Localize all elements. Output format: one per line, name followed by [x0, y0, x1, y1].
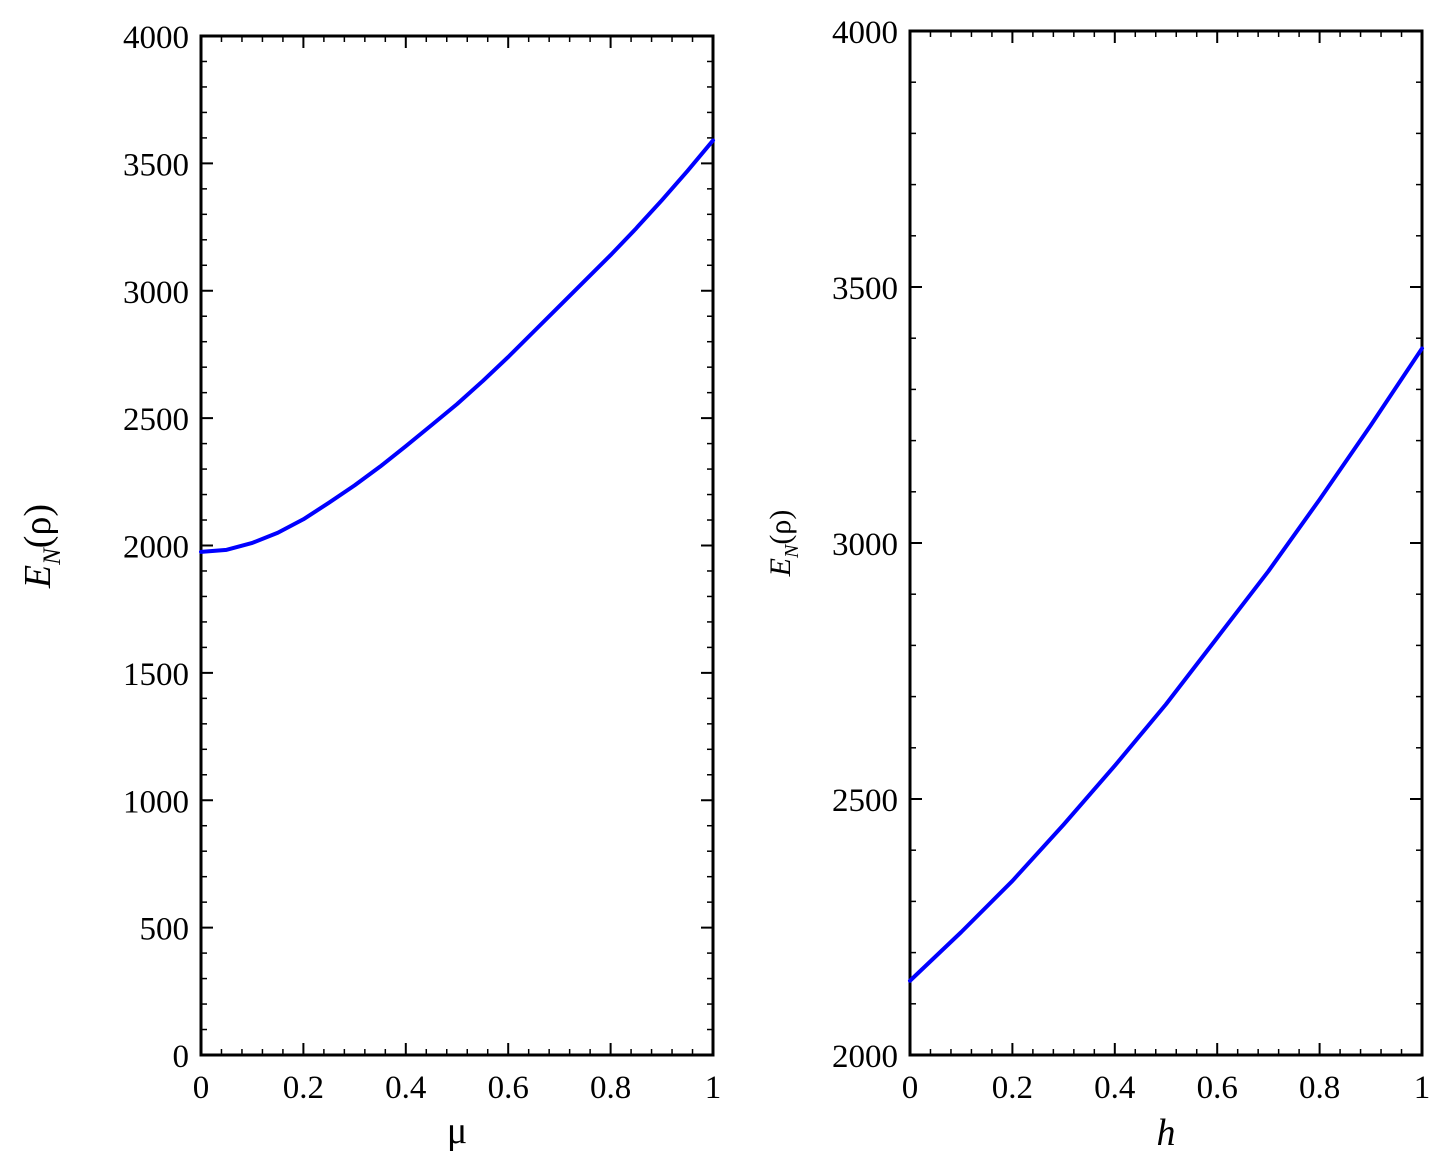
y-tick-label: 1500	[123, 657, 189, 693]
y-tick-label: 2500	[123, 402, 189, 438]
y-tick-label: 2000	[832, 1039, 898, 1075]
y-tick-label: 1000	[123, 784, 189, 820]
y-tick-label: 3000	[123, 275, 189, 311]
y-tick-label: 500	[140, 912, 190, 948]
x-tick-label: 1	[705, 1070, 722, 1106]
x-tick-label: 0.8	[1299, 1070, 1340, 1106]
y-axis-label: EN(ρ)	[764, 510, 803, 578]
x-tick-label: 0.2	[992, 1070, 1033, 1106]
series-line-1	[199, 138, 715, 554]
y-tick-label: 0	[173, 1039, 190, 1075]
x-tick-label: 0.4	[385, 1070, 426, 1106]
y-tick-label: 3000	[832, 527, 898, 563]
y-tick-label: 3500	[832, 271, 898, 307]
x-tick-label: 0	[193, 1070, 210, 1106]
chart-panel-2: 0 0.2 0.4 0.6 0.8 1 2000 2500 3000 3500 4000 h EN(ρ)	[764, 15, 1430, 1154]
y-tick-label: 2500	[832, 783, 898, 819]
series-line-1	[908, 346, 1424, 983]
y-tick-label: 2000	[123, 530, 189, 566]
x-tick-label: 0.8	[590, 1070, 631, 1106]
x-tick-label: 0.6	[1197, 1070, 1238, 1106]
x-tick-label: 0.6	[488, 1070, 529, 1106]
y-axis-label: EN(ρ)	[17, 504, 66, 589]
x-tick-label: 1	[1414, 1070, 1431, 1106]
x-tick-label: 0.2	[283, 1070, 324, 1106]
chart-panel-1: 0 0.2 0.4 0.6 0.8 1 0 500 1000 1500 2000 2500 3000 35…	[17, 20, 721, 1152]
x-axis-label: μ	[447, 1110, 467, 1152]
y-tick-label: 3500	[123, 147, 189, 183]
x-axis-label: h	[1157, 1112, 1176, 1154]
x-tick-label: 0	[902, 1070, 919, 1106]
y-tick-label: 4000	[123, 20, 189, 56]
plot-frame	[199, 34, 715, 1057]
y-tick-label: 4000	[832, 15, 898, 51]
x-tick-label: 0.4	[1094, 1070, 1135, 1106]
plot-frame	[908, 29, 1424, 1057]
